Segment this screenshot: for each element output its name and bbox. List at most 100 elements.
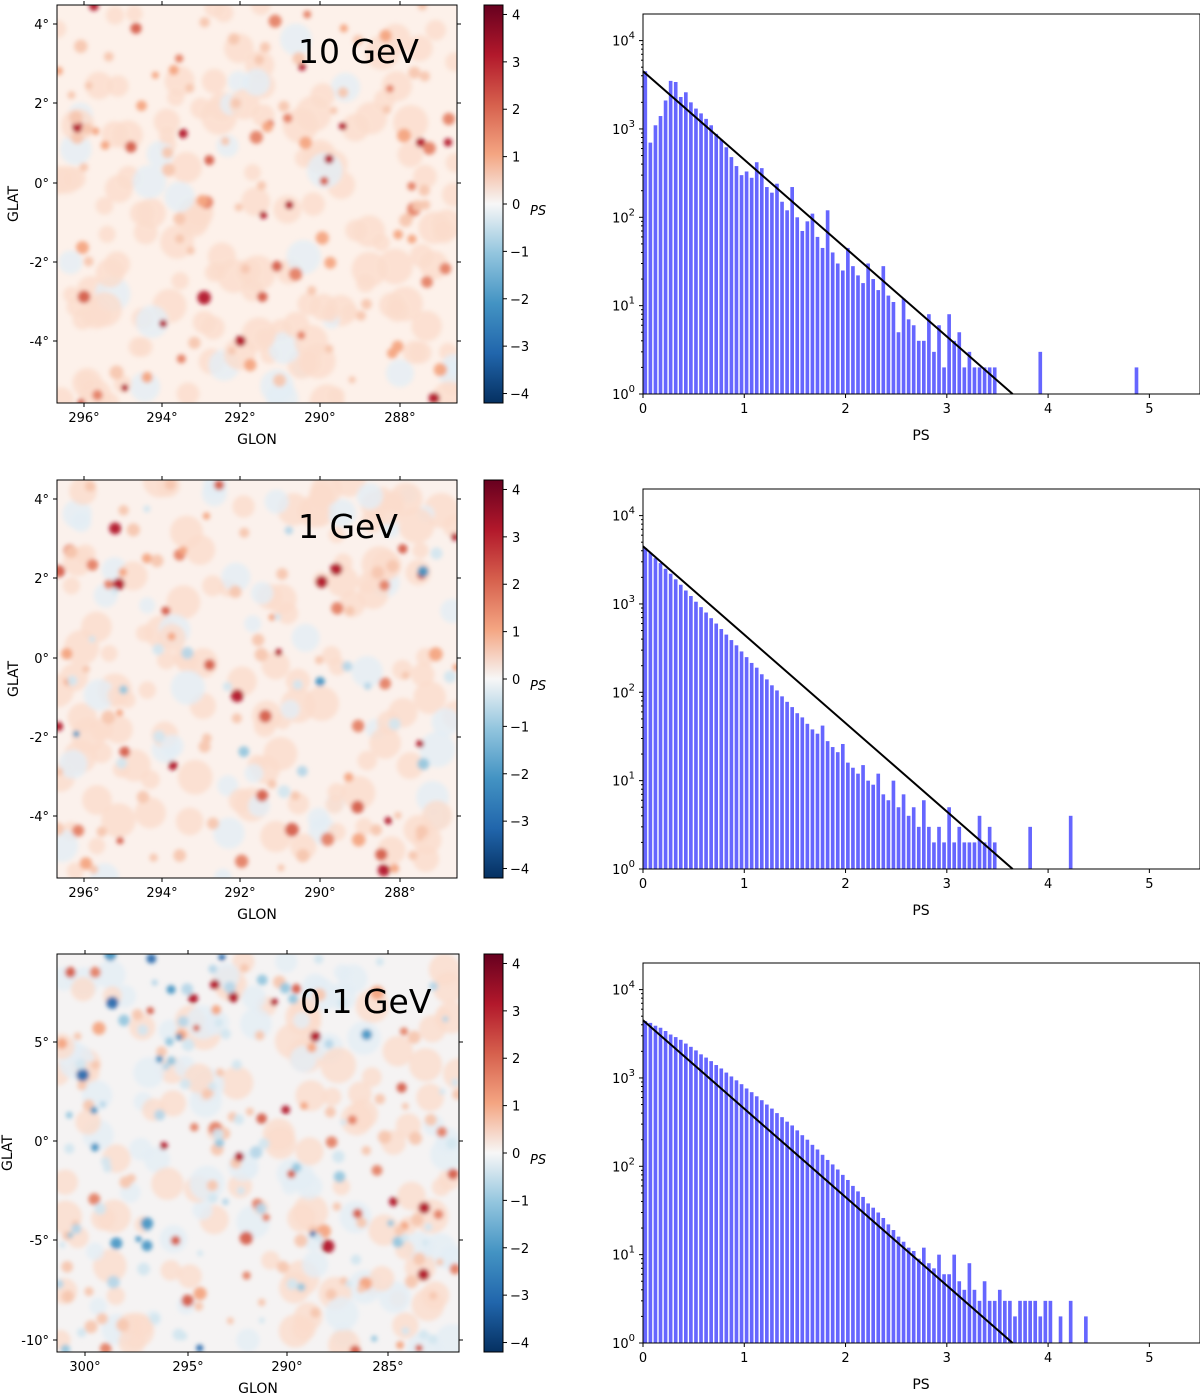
hist-x-label: PS — [912, 1377, 929, 1393]
hist-bar — [643, 71, 648, 394]
map-blob — [355, 817, 373, 836]
map-hotspot — [436, 1258, 444, 1266]
map-hotspot — [164, 480, 176, 490]
map-coldspot — [116, 757, 128, 769]
hist-bar — [947, 807, 951, 869]
map-blob — [239, 255, 276, 292]
hist-bar — [856, 773, 860, 869]
map-coldspot — [57, 1279, 64, 1289]
map-blob — [213, 817, 245, 849]
map-hotspot — [379, 579, 391, 591]
map-y-tick-label: 4° — [34, 493, 49, 508]
map-blob — [338, 964, 368, 994]
hist-bar — [1013, 1316, 1017, 1343]
map-hotspot — [204, 155, 215, 166]
map-hotspot — [396, 1341, 405, 1350]
map-hotspot — [109, 365, 124, 380]
map-hotspot — [319, 176, 329, 186]
map-coldspot — [76, 1068, 90, 1082]
map-blob — [72, 309, 93, 330]
colorbar-tick-label: 4 — [512, 957, 520, 972]
map-blob — [232, 954, 255, 973]
map-coldspot — [65, 1111, 73, 1119]
hist-bar — [800, 1135, 805, 1343]
hist-bar — [658, 563, 663, 869]
hist-bar — [901, 794, 906, 869]
map-hotspot — [245, 1107, 254, 1116]
colorbar-tick-label: −4 — [510, 1337, 529, 1352]
map-blob — [132, 165, 167, 199]
map-hotspot — [321, 1239, 335, 1253]
hist-bar — [876, 290, 881, 394]
map-blob — [416, 1083, 444, 1112]
map-hotspot — [291, 983, 302, 994]
map-hotspot — [408, 850, 418, 861]
map-blob — [201, 68, 227, 94]
map-hotspot — [384, 816, 392, 825]
map-hotspot — [89, 5, 99, 11]
map-hotspot — [196, 194, 209, 207]
map-hotspot — [168, 760, 178, 771]
map-hotspot — [198, 740, 211, 753]
hist-bar — [992, 1300, 997, 1343]
map-blob — [280, 699, 300, 719]
hist-bars — [643, 1021, 1088, 1343]
map-hotspot — [227, 991, 239, 1003]
hist-bar — [881, 794, 886, 869]
hist-bar — [785, 1121, 789, 1343]
map-blob — [60, 133, 92, 165]
hist-bar — [749, 1092, 754, 1343]
map-coldspot — [292, 679, 303, 690]
hist-x-tick-label: 0 — [639, 402, 647, 417]
map-hotspot — [119, 746, 131, 758]
map-blob — [87, 292, 122, 327]
map-blob — [328, 526, 345, 544]
hist-bar — [684, 1043, 688, 1343]
hist-bar — [689, 102, 693, 395]
map-blob — [126, 5, 143, 22]
map-hotspot — [394, 811, 402, 820]
hist-bar — [643, 1021, 648, 1343]
map-blob — [364, 35, 400, 70]
colorbar-tick-label: 4 — [512, 483, 520, 498]
colorbar-label: PS — [530, 204, 546, 219]
map-blob — [411, 1288, 445, 1322]
map-hotspot — [329, 106, 338, 115]
map-coldspot — [256, 974, 268, 986]
map-hotspot — [251, 633, 265, 647]
colorbar-gradient — [483, 479, 504, 879]
map-hotspot — [410, 1213, 424, 1227]
map-blob — [440, 598, 457, 624]
map-hotspot — [297, 331, 306, 340]
map-x-label: GLON — [237, 432, 277, 448]
hist-bar — [1084, 1316, 1088, 1343]
map-coldspot — [149, 1313, 161, 1324]
map-blob — [413, 681, 447, 715]
hist-bar — [866, 780, 870, 869]
hist-bar — [856, 275, 860, 394]
hist-bar — [785, 210, 789, 394]
map-coldspot — [284, 526, 294, 535]
hist-bar — [825, 210, 830, 394]
map-coldspot — [162, 1062, 170, 1071]
fit-line — [642, 70, 1014, 395]
map-coldspot — [94, 1202, 107, 1215]
map-blob — [276, 602, 299, 625]
map-coldspot — [296, 765, 308, 777]
map-y-label: GLAT — [6, 186, 22, 222]
map-coldspot — [332, 1150, 345, 1163]
map-hotspot — [167, 632, 176, 641]
map-coldspot — [118, 1014, 130, 1027]
colorbar-tick-label: 2 — [512, 578, 520, 593]
map-blob — [327, 783, 346, 802]
map-blob — [240, 1007, 272, 1040]
hist-bar — [668, 1034, 673, 1343]
hist-bar — [780, 1117, 784, 1343]
map-hotspot — [159, 319, 168, 328]
map-hotspot — [288, 267, 303, 281]
hist-bar — [694, 601, 698, 869]
map-hotspot — [320, 832, 335, 847]
hist-bar — [967, 842, 972, 869]
map-hotspot — [452, 1089, 459, 1100]
map-coldspot — [207, 1193, 218, 1204]
